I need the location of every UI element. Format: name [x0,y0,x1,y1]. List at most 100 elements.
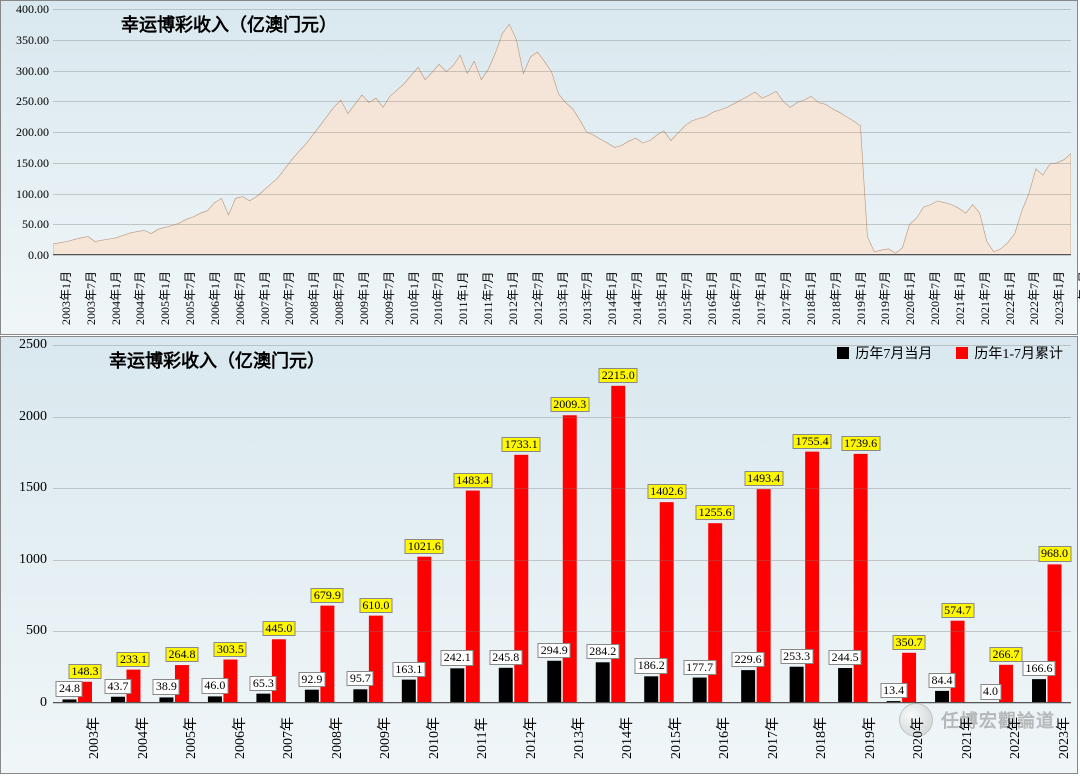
chart2-x-label: 2004年 [132,717,152,759]
bar-label-black: 24.8 [56,681,83,696]
bar-label-red: 1483.4 [453,473,492,488]
chart1-y-tick: 50.00 [1,217,49,232]
chart2-x-label: 2021年 [956,717,976,759]
bar-label-red: 148.3 [68,664,101,679]
bar-label-red: 2009.3 [550,397,589,412]
chart1-x-label: 2015年1月 [653,271,670,325]
chart2-y-tick: 0 [1,695,47,711]
bar-label-red: 1255.6 [696,505,735,520]
bar-label-red: 968.0 [1038,546,1071,561]
chart1-x-label: 2014年7月 [628,271,645,325]
chart1-x-label: 2013年1月 [554,271,571,325]
bar-label-black: 163.1 [392,662,425,677]
chart1-x-label: 2003年1月 [57,271,74,325]
bar-label-black: 242.1 [441,650,474,665]
chart2-x-label: 2022年 [1004,717,1024,759]
bar-label-red: 1021.6 [405,539,444,554]
chart1-x-label: 2023年7月 [1075,271,1080,325]
bar-label-red: 264.8 [165,647,198,662]
chart2-x-label: 2011年 [471,718,491,759]
chart2-x-label: 2020年 [907,717,927,759]
chart1-y-tick: 0.00 [1,248,49,263]
chart1-x-label: 2005年1月 [156,271,173,325]
bar-label-black: 229.6 [732,652,765,667]
chart2-x-label: 2008年 [326,717,346,759]
chart1-y-tick: 350.00 [1,33,49,48]
bar-label-red: 1733.1 [502,437,541,452]
bar-label-black: 84.4 [929,673,956,688]
chart1-x-label: 2008年1月 [305,271,322,325]
chart2-x-label: 2015年 [665,717,685,759]
chart1-x-label: 2012年1月 [504,271,521,325]
bar-label-red: 679.9 [311,588,344,603]
chart2-x-label: 2007年 [277,717,297,759]
chart2-x-label: 2006年 [229,717,249,759]
chart2-x-label: 2018年 [810,717,830,759]
chart2-x-label: 2017年 [762,717,782,759]
chart1-x-label: 2004年1月 [107,271,124,325]
chart1-x-label: 2020年1月 [901,271,918,325]
chart1-x-label: 2011年1月 [454,271,471,325]
chart1-x-label: 2014年1月 [603,271,620,325]
chart1-x-label: 2017年7月 [777,271,794,325]
bar-label-red: 1755.4 [793,434,832,449]
chart2-y-tick: 1000 [1,552,47,568]
chart2-x-label: 2010年 [423,717,443,759]
chart2-x-label: 2005年 [180,717,200,759]
chart1-x-label: 2003年7月 [82,271,99,325]
chart2-x-label: 2003年 [83,717,103,759]
bar-label-red: 2215.0 [599,368,638,383]
chart1-x-label: 2005年7月 [181,271,198,325]
bar-label-black: 13.4 [880,683,907,698]
chart1-x-label: 2012年7月 [529,271,546,325]
bar-label-red: 350.7 [893,635,926,650]
chart1-x-label: 2018年1月 [802,271,819,325]
bar-label-black: 253.3 [780,649,813,664]
chart1-x-label: 2015年7月 [678,271,695,325]
bar-label-black: 46.0 [201,678,228,693]
chart1-x-label: 2021年1月 [951,271,968,325]
chart1-x-label: 2019年7月 [876,271,893,325]
chart1-x-label: 2004年7月 [131,271,148,325]
chart1-x-label: 2007年7月 [280,271,297,325]
chart1-x-label: 2023年1月 [1050,271,1067,325]
chart1-x-label: 2021年7月 [976,271,993,325]
bar-label-red: 1493.4 [744,471,783,486]
bar-label-black: 166.6 [1023,661,1056,676]
chart1-x-label: 2008年7月 [330,271,347,325]
chart1-y-tick: 100.00 [1,187,49,202]
chart2-x-label: 2014年 [616,717,636,759]
chart2-x-label: 2012年 [520,717,540,759]
chart1-x-label: 2016年1月 [703,271,720,325]
bar-label-red: 1402.6 [647,484,686,499]
bar-label-red: 266.7 [990,647,1023,662]
bar-label-black: 92.9 [298,672,325,687]
chart1-x-label: 2019年1月 [852,271,869,325]
bar-label-black: 245.8 [489,650,522,665]
chart1-plot [53,9,1071,255]
chart2-y-tick: 2000 [1,409,47,425]
chart2-x-label: 2016年 [713,717,733,759]
bar-chart: 幸运博彩收入（亿澳门元） 历年7月当月 历年1-7月累计 任博宏觀論道 0500… [0,336,1078,774]
chart1-x-label: 2011年7月 [479,271,496,325]
bar-label-black: 186.2 [635,658,668,673]
bar-label-black: 284.2 [586,644,619,659]
chart1-x-label: 2022年1月 [1001,271,1018,325]
chart1-x-label: 2017年1月 [752,271,769,325]
area-chart: 幸运博彩收入（亿澳门元） 0.0050.00100.00150.00200.00… [0,0,1078,335]
bar-label-black: 4.0 [980,684,1001,699]
chart1-x-label: 2013年7月 [578,271,595,325]
chart1-x-label: 2018年7月 [827,271,844,325]
chart1-x-label: 2006年1月 [206,271,223,325]
chart2-y-tick: 500 [1,623,47,639]
chart1-x-label: 2009年7月 [380,271,397,325]
chart1-y-tick: 150.00 [1,156,49,171]
chart1-x-label: 2010年1月 [405,271,422,325]
chart1-y-tick: 400.00 [1,2,49,17]
bar-label-black: 43.7 [104,679,131,694]
bar-label-black: 294.9 [538,643,571,658]
chart1-y-tick: 300.00 [1,64,49,79]
chart1-x-label: 2010年7月 [429,271,446,325]
chart1-x-label: 2016年7月 [727,271,744,325]
chart1-x-label: 2006年7月 [231,271,248,325]
